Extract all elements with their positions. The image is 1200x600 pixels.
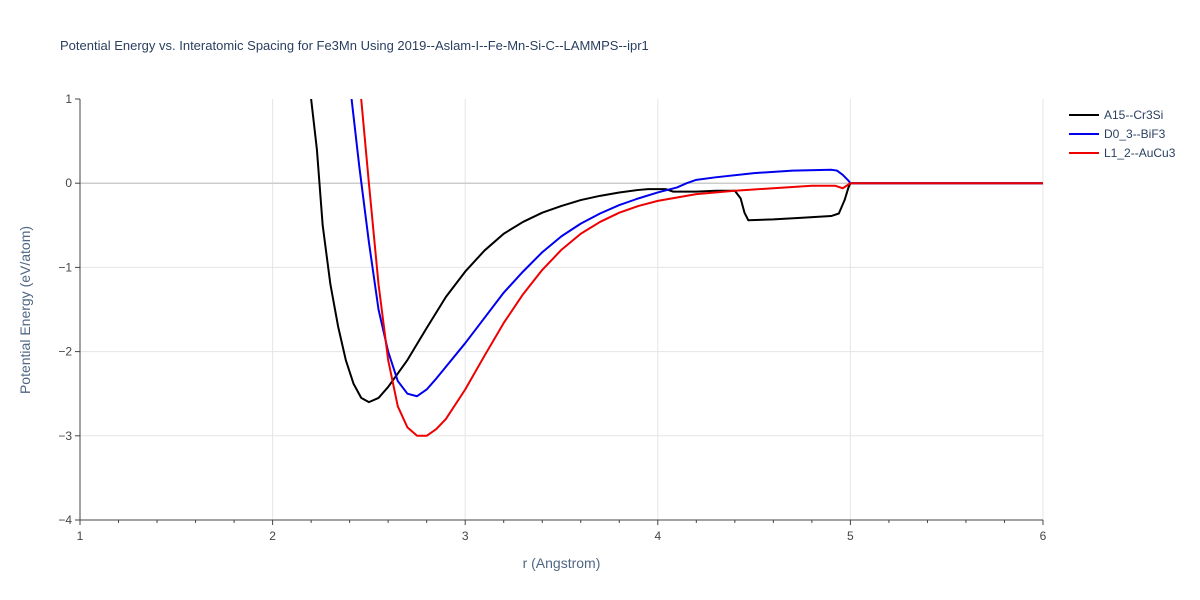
x-tick-label: 6 (1040, 529, 1047, 543)
x-axis-title: r (Angstrom) (523, 555, 601, 571)
legend-item: L1_2--AuCu3 (1069, 146, 1176, 160)
y-tick-label: −3 (58, 429, 72, 443)
series-line-2 (360, 99, 1043, 437)
series-line-0 (310, 99, 1043, 404)
y-tick-label: −4 (58, 513, 72, 527)
y-tick-label: −2 (58, 345, 72, 359)
chart-title: Potential Energy vs. Interatomic Spacing… (60, 38, 649, 53)
y-tick-label: 0 (65, 176, 72, 190)
legend-item: A15--Cr3Si (1069, 108, 1163, 122)
legend-label: L1_2--AuCu3 (1104, 146, 1176, 160)
x-tick-label: 3 (462, 529, 469, 543)
x-tick-label: 1 (77, 529, 84, 543)
y-axis-title: Potential Energy (eV/atom) (17, 226, 33, 394)
plot-area (310, 99, 1043, 437)
tick-labels: 1 2 3 4 5 6 1 0 −1 −2 −3 −4 (58, 92, 1046, 543)
legend-label: A15--Cr3Si (1104, 108, 1163, 122)
legend-item: D0_3--BiF3 (1069, 127, 1166, 141)
x-tick-label: 5 (847, 529, 854, 543)
legend: A15--Cr3Si D0_3--BiF3 L1_2--AuCu3 (1069, 108, 1176, 160)
y-tick-label: −1 (58, 260, 72, 274)
legend-label: D0_3--BiF3 (1104, 127, 1166, 141)
x-tick-label: 2 (269, 529, 276, 543)
grid (80, 99, 1044, 520)
axes (75, 98, 1044, 525)
y-tick-label: 1 (65, 92, 72, 106)
series-line-1 (350, 99, 1043, 398)
x-tick-label: 4 (654, 529, 661, 543)
